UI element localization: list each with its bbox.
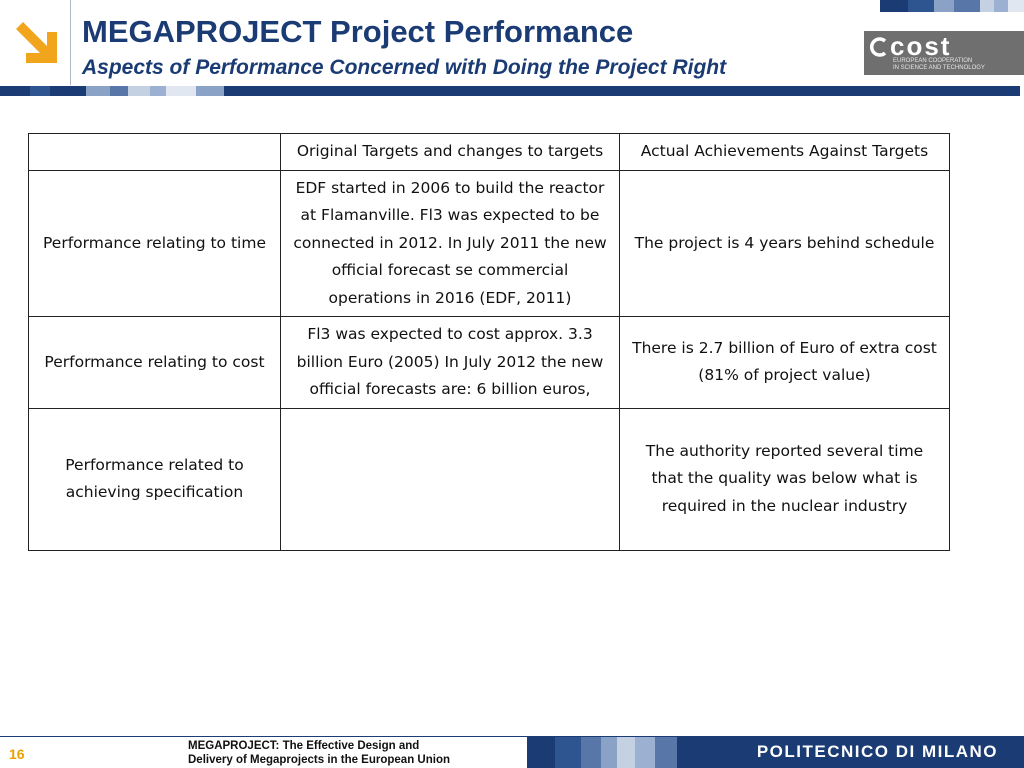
footer-color-band [527, 737, 1024, 768]
footer-caption-line2: Delivery of Megaprojects in the European… [188, 754, 450, 766]
cost-logo-word: cost [890, 31, 952, 61]
table-row-specification: Performance related to achieving specifi… [28, 407, 950, 551]
row-actual-specification: The authority reported several time that… [619, 407, 950, 551]
arrow-down-right-icon [16, 22, 57, 63]
cost-logo-line2: IN SCIENCE AND TECHNOLOGY [893, 65, 985, 71]
cost-logo: cost EUROPEAN COOPERATION IN SCIENCE AND… [864, 31, 1024, 75]
page-title: MEGAPROJECT Project Performance [82, 14, 634, 49]
header-color-band [0, 86, 1024, 96]
polimi-arrow-logo [0, 0, 72, 84]
footer-caption: MEGAPROJECT: The Effective Design and De… [188, 739, 450, 767]
header-cell-original: Original Targets and changes to targets [280, 133, 620, 171]
row-label-cost: Performance relating to cost [28, 316, 281, 409]
row-actual-cost: There is 2.7 billion of Euro of extra co… [619, 316, 950, 409]
row-actual-time: The project is 4 years behind schedule [619, 169, 950, 317]
row-label-time: Performance relating to time [28, 169, 281, 317]
table-row-cost: Performance relating to cost Fl3 was exp… [28, 316, 950, 409]
header-cell-actual: Actual Achievements Against Targets [619, 133, 950, 171]
footer-caption-line1: MEGAPROJECT: The Effective Design and [188, 740, 420, 752]
footer-divider [0, 736, 1024, 737]
table-row-time: Performance relating to time EDF started… [28, 169, 950, 317]
cost-ring-icon [869, 37, 887, 57]
cost-logo-line1: EUROPEAN COOPERATION [893, 58, 973, 64]
page-number: 16 [9, 746, 25, 762]
performance-table: Original Targets and changes to targets … [28, 133, 950, 551]
row-label-specification: Performance related to achieving specifi… [28, 407, 281, 551]
row-original-time: EDF started in 2006 to build the reactor… [280, 169, 620, 317]
top-color-stripe [880, 0, 1024, 12]
header-divider [70, 0, 71, 85]
polimi-wordmark: POLITECNICO DI MILANO [756, 742, 998, 761]
row-original-cost: Fl3 was expected to cost approx. 3.3 bil… [280, 316, 620, 409]
row-original-specification [280, 407, 620, 551]
header-cell-empty [28, 133, 281, 171]
page-subtitle: Aspects of Performance Concerned with Do… [82, 56, 727, 79]
table-header-row: Original Targets and changes to targets … [28, 133, 950, 171]
